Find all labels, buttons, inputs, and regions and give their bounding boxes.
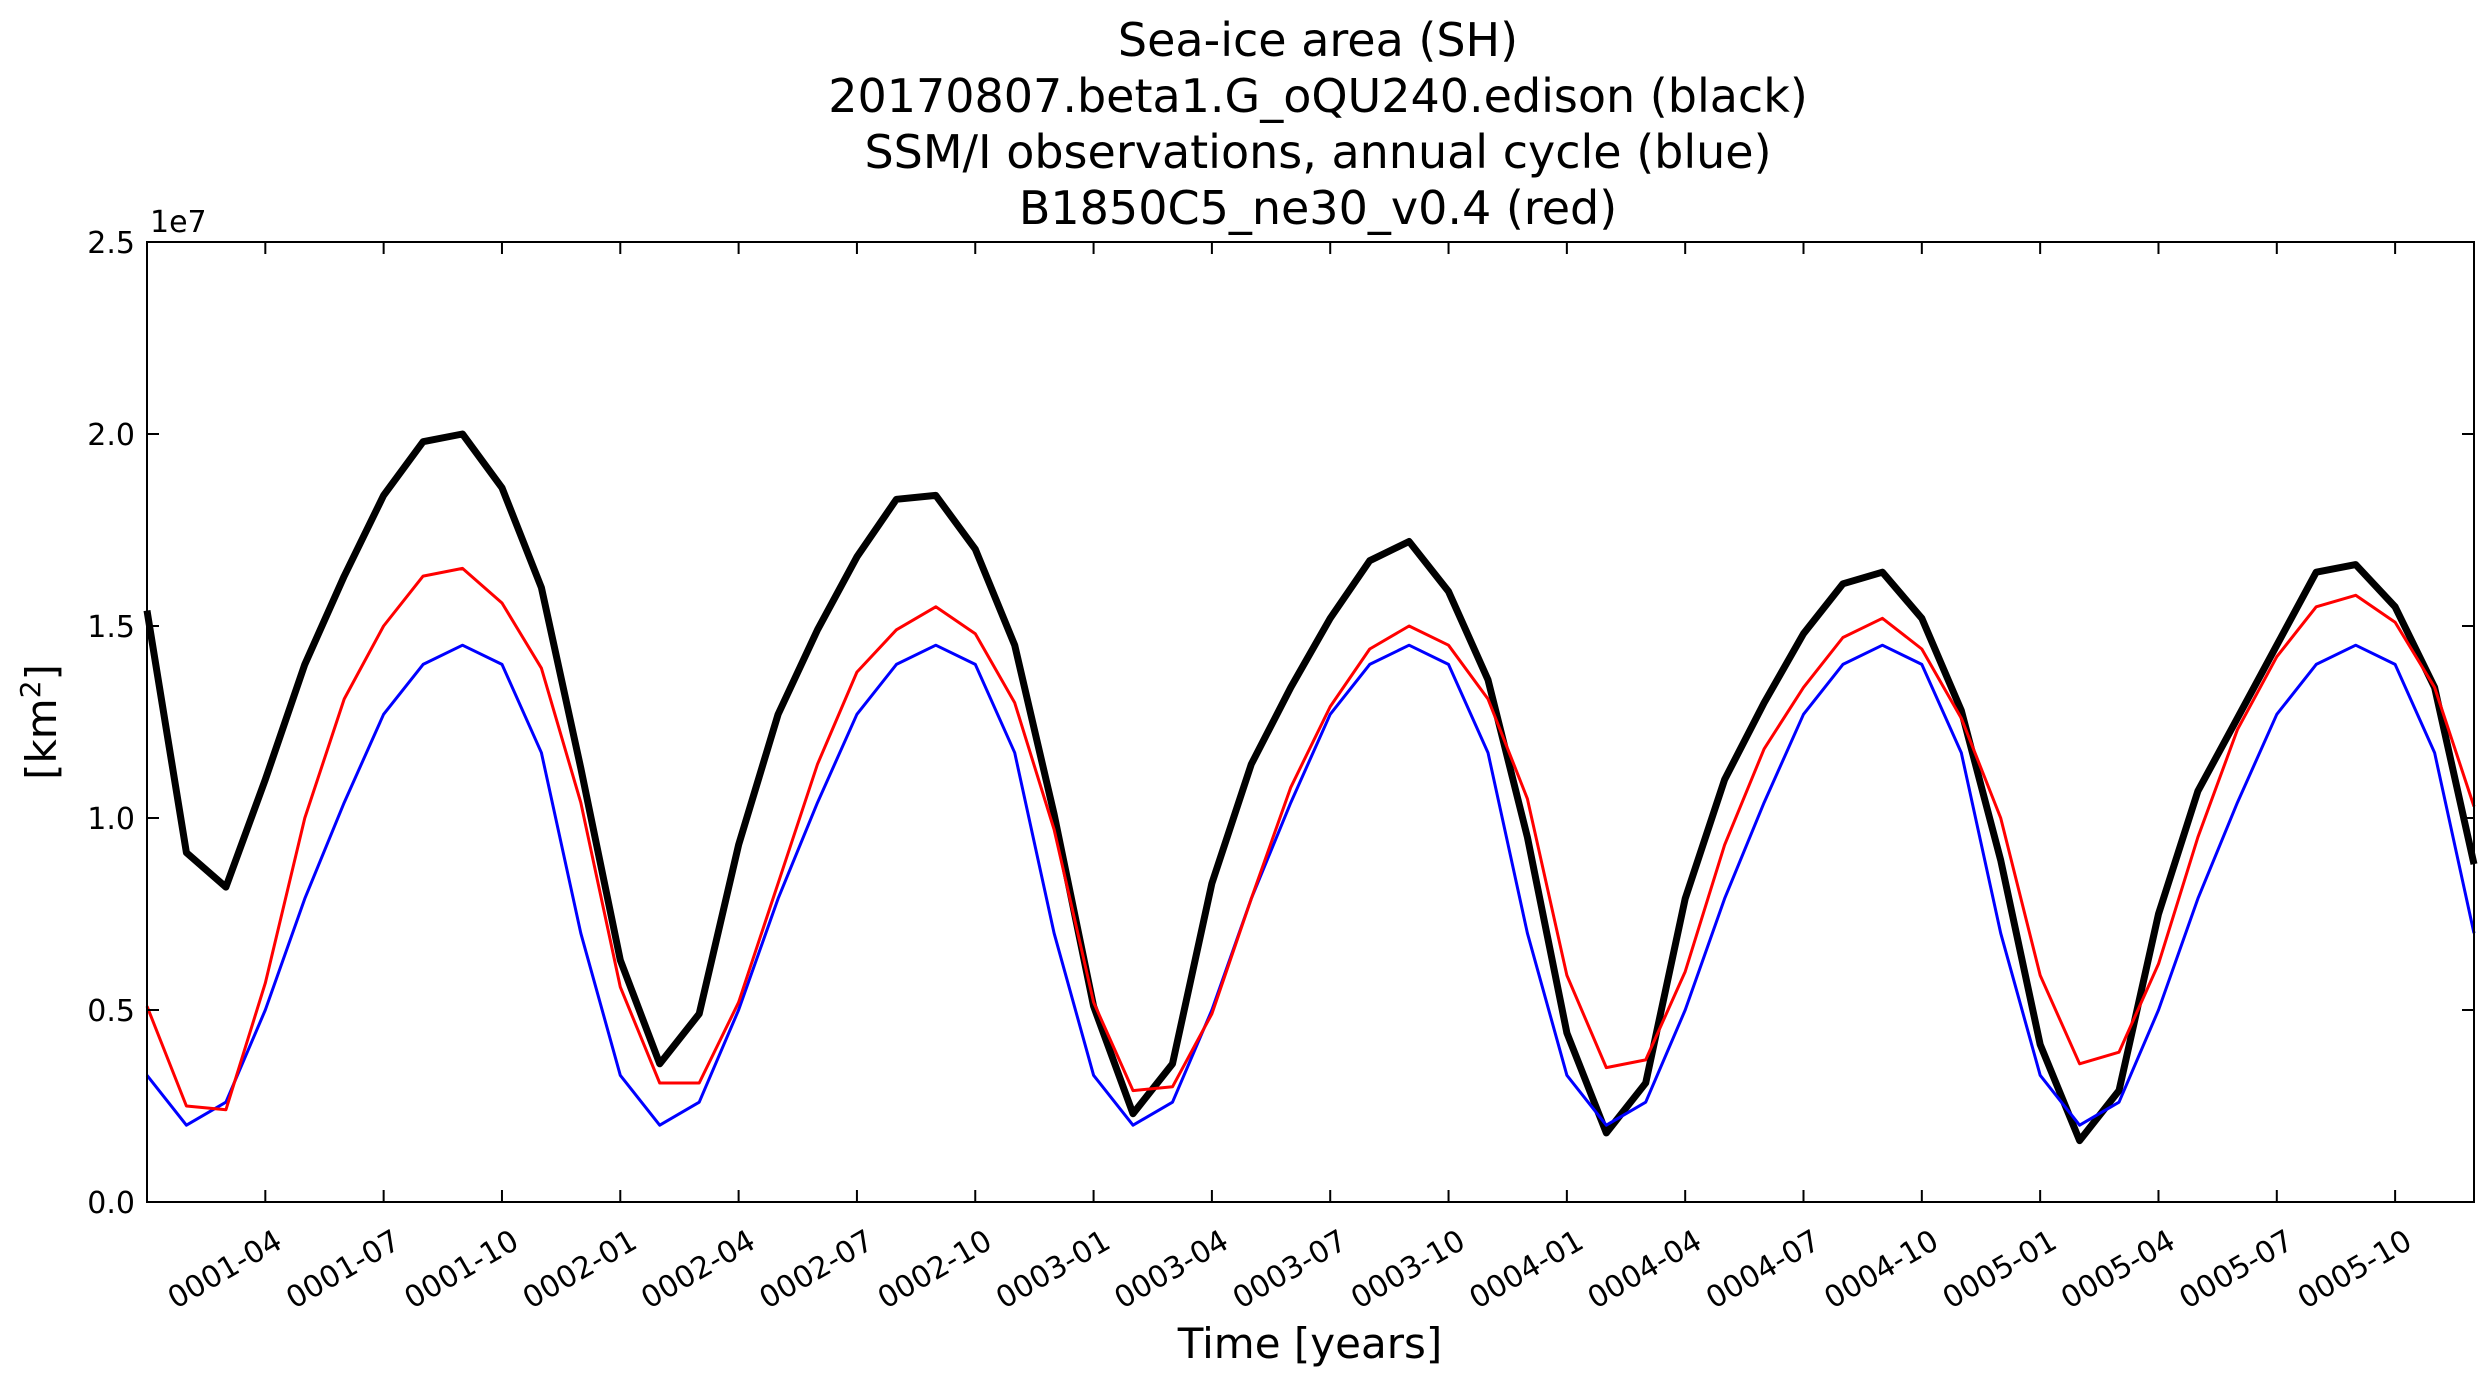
- x-tick-label-3: 0002-01: [517, 1223, 643, 1316]
- x-tick-label-2: 0001-10: [399, 1223, 525, 1316]
- y-axis-exponent: 1e7: [150, 205, 207, 240]
- series-line-2: [145, 566, 2476, 1112]
- x-tick-label-13: 0004-07: [1700, 1223, 1826, 1316]
- series-line-1: [145, 643, 2476, 1127]
- plot-frame: [146, 241, 2475, 1203]
- x-tick-label-15: 0005-01: [1937, 1223, 2063, 1316]
- series-line-0: [143, 430, 2478, 1145]
- y-tick-label-3: 1.5: [87, 610, 135, 645]
- series-lines: [143, 430, 2478, 1145]
- x-tick-label-5: 0002-07: [754, 1223, 880, 1316]
- x-tick-label-12: 0004-04: [1582, 1223, 1708, 1316]
- title-line-3: SSM/I observations, annual cycle (blue): [864, 125, 1771, 179]
- y-axis-ticks: 0.0 0.5 1.0 1.5 2.0 2.5: [87, 226, 2474, 1221]
- x-tick-label-9: 0003-07: [1227, 1223, 1353, 1316]
- y-tick-label-4: 2.0: [87, 418, 135, 453]
- x-tick-label-1: 0001-07: [280, 1223, 406, 1316]
- y-tick-label-2: 1.0: [87, 802, 135, 837]
- title-line-2: 20170807.beta1.G_oQU240.edison (black): [828, 69, 1808, 123]
- x-tick-label-17: 0005-07: [2174, 1223, 2300, 1316]
- x-tick-label-16: 0005-04: [2055, 1223, 2181, 1316]
- x-tick-label-11: 0004-01: [1464, 1223, 1590, 1316]
- title-line-4: B1850C5_ne30_v0.4 (red): [1019, 181, 1617, 235]
- y-axis-label-main: [km: [17, 698, 66, 780]
- x-tick-label-4: 0002-04: [635, 1223, 761, 1316]
- title-line-1: Sea-ice area (SH): [1118, 13, 1518, 67]
- x-tick-label-18: 0005-10: [2292, 1223, 2418, 1316]
- y-tick-label-1: 0.5: [87, 994, 135, 1029]
- y-tick-label-5: 2.5: [87, 226, 135, 261]
- x-tick-label-7: 0003-01: [990, 1223, 1116, 1316]
- x-tick-label-6: 0002-10: [872, 1223, 998, 1316]
- chart-title: Sea-ice area (SH) 20170807.beta1.G_oQU24…: [828, 13, 1808, 235]
- x-tick-label-8: 0003-04: [1109, 1223, 1235, 1316]
- x-axis-ticks: 0001-040001-070001-100002-010002-040002-…: [162, 242, 2418, 1316]
- y-tick-label-0: 0.0: [87, 1186, 135, 1221]
- x-tick-label-10: 0003-10: [1345, 1223, 1471, 1316]
- x-tick-label-0: 0001-04: [162, 1223, 288, 1316]
- y-axis-label: [km2]: [14, 664, 66, 780]
- y-axis-label-close: ]: [17, 664, 66, 680]
- y-axis-label-superscript: 2: [14, 680, 47, 698]
- x-tick-label-14: 0004-10: [1819, 1223, 1945, 1316]
- x-axis-label: Time [years]: [1177, 1319, 1443, 1368]
